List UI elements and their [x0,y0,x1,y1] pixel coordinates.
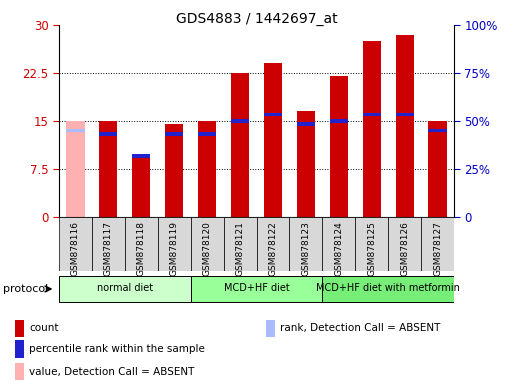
Bar [363,113,381,116]
Bar [363,41,381,217]
Text: GSM878126: GSM878126 [400,221,409,276]
Bar [396,35,413,217]
Bar [165,132,183,136]
Bar [132,156,150,217]
Bar [264,63,282,217]
Bar [428,121,447,217]
Bar [191,276,322,302]
Bar [92,217,125,271]
Bar [266,319,275,337]
Text: value, Detection Call = ABSENT: value, Detection Call = ABSENT [29,367,194,377]
Bar [125,217,158,271]
Text: GSM878120: GSM878120 [203,221,212,276]
Bar [231,119,249,123]
Bar [59,276,191,302]
Bar [322,276,454,302]
Bar [15,319,24,337]
Text: GSM878122: GSM878122 [268,221,278,276]
Text: GSM878121: GSM878121 [235,221,245,276]
Bar [224,217,256,271]
Text: count: count [29,323,58,333]
Text: GSM878116: GSM878116 [71,221,80,276]
Bar [66,129,85,132]
Text: rank, Detection Call = ABSENT: rank, Detection Call = ABSENT [280,323,441,333]
Bar [191,217,224,271]
Bar [66,121,85,217]
Text: MCD+HF diet: MCD+HF diet [224,283,289,293]
Bar [330,119,348,123]
Text: MCD+HF diet with metformin: MCD+HF diet with metformin [316,283,460,293]
Text: GSM878123: GSM878123 [301,221,310,276]
Text: GSM878118: GSM878118 [137,221,146,276]
Bar [289,217,322,271]
Text: GSM878127: GSM878127 [433,221,442,276]
Bar [388,217,421,271]
Bar [15,363,24,381]
Text: protocol: protocol [3,284,48,294]
Text: GDS4883 / 1442697_at: GDS4883 / 1442697_at [175,12,338,25]
Bar [198,132,216,136]
Bar [297,122,315,126]
Text: GSM878117: GSM878117 [104,221,113,276]
Bar [330,76,348,217]
Bar [396,113,413,116]
Bar [256,217,289,271]
Bar [355,217,388,271]
Bar [421,217,454,271]
Bar [15,340,24,358]
Bar [59,217,92,271]
Text: percentile rank within the sample: percentile rank within the sample [29,344,205,354]
Bar [100,132,117,136]
Bar [264,113,282,116]
Bar [165,124,183,217]
Bar [198,121,216,217]
Text: GSM878124: GSM878124 [334,221,343,276]
Text: GSM878119: GSM878119 [170,221,179,276]
Bar [100,121,117,217]
Bar [322,217,355,271]
Text: GSM878125: GSM878125 [367,221,376,276]
Text: normal diet: normal diet [97,283,153,293]
Bar [231,73,249,217]
Bar [297,111,315,217]
Bar [132,154,150,158]
Bar [428,129,447,132]
Bar [158,217,191,271]
